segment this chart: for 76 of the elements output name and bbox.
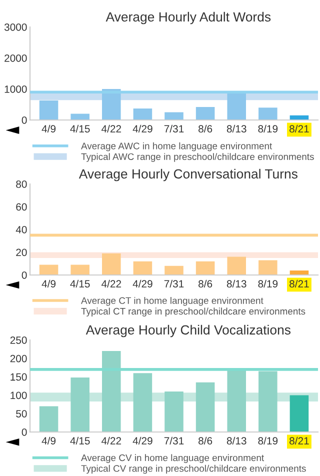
bar xyxy=(133,261,152,275)
y-tick-label: 2000 xyxy=(4,54,27,62)
x-tick-label: 4/9 xyxy=(42,280,56,288)
y-tick-label: 80 xyxy=(16,180,27,188)
legend-label: Typical CT range in preschool/childcare environments xyxy=(81,308,306,316)
legend-label: Average CV in home language environment xyxy=(81,454,264,463)
bar xyxy=(227,92,246,120)
x-tick-label: 4/29 xyxy=(132,124,152,133)
bar xyxy=(258,108,278,120)
bar xyxy=(164,112,184,120)
y-tick-label: 0 xyxy=(22,116,27,124)
x-tick-label: 7/31 xyxy=(164,436,184,445)
bar xyxy=(70,114,90,120)
bar xyxy=(70,378,90,432)
y-tick-label: 20 xyxy=(16,248,27,256)
x-tick-label: 4/15 xyxy=(70,436,90,445)
x-tick-label: 8/21 xyxy=(290,436,309,445)
x-tick-label: 8/21 xyxy=(290,280,309,288)
x-tick-label: 8/19 xyxy=(258,436,278,445)
x-tick-label: 8/13 xyxy=(226,280,246,288)
x-tick-label: 4/22 xyxy=(101,124,122,133)
bar xyxy=(39,264,58,275)
bar xyxy=(227,256,246,275)
x-tick-label: 4/22 xyxy=(101,436,122,445)
bar xyxy=(164,392,184,432)
x-tick-label: 8/13 xyxy=(226,124,246,133)
y-tick-label: 0 xyxy=(22,272,27,279)
x-tick-label: 8/6 xyxy=(198,436,212,445)
legend-label: Typical CV range in preschool/childcare environments xyxy=(81,464,306,474)
x-tick-label: 8/21 xyxy=(290,124,309,133)
x-tick-label: 4/15 xyxy=(70,280,90,288)
x-tick-label: 4/9 xyxy=(42,436,56,445)
x-tick-label: 7/31 xyxy=(164,280,184,288)
y-tick-label: 100 xyxy=(10,392,27,400)
bar xyxy=(290,395,309,432)
x-tick-label: 8/19 xyxy=(258,280,278,288)
bar xyxy=(39,406,58,432)
y-tick-label: 50 xyxy=(16,410,27,418)
legend-label: Average CT in home language environment xyxy=(81,296,264,306)
y-tick-label: 40 xyxy=(16,226,27,234)
y-tick-label: 0 xyxy=(22,428,27,436)
x-tick-label: 8/6 xyxy=(198,280,212,288)
y-tick-label: 1000 xyxy=(4,86,27,93)
y-tick-label: 200 xyxy=(10,354,27,362)
y-tick-label: 3000 xyxy=(4,24,27,31)
bar xyxy=(133,373,152,432)
bar xyxy=(102,253,121,275)
x-tick-label: 4/29 xyxy=(132,280,152,288)
x-tick-label: 4/9 xyxy=(42,124,56,133)
y-tick-label: 150 xyxy=(10,373,27,381)
legend-label: Average AWC in home language environment xyxy=(81,142,272,152)
x-tick-label: 8/6 xyxy=(198,124,212,133)
bar xyxy=(196,382,215,432)
x-tick-label: 8/19 xyxy=(258,124,278,133)
chart-title: Average Hourly Adult Words xyxy=(106,12,271,24)
chart-title: Average Hourly Conversational Turns xyxy=(78,168,298,182)
bar xyxy=(102,351,121,432)
y-tick-label: 60 xyxy=(16,203,27,211)
bar xyxy=(196,106,215,120)
x-tick-label: 4/15 xyxy=(70,124,90,133)
bar xyxy=(133,108,152,120)
x-tick-label: 4/29 xyxy=(132,436,152,445)
bar xyxy=(70,264,90,275)
legend-label: Typical AWC range in preschool/childcare environments xyxy=(81,153,314,162)
bar xyxy=(39,100,58,120)
bar xyxy=(258,371,278,432)
bar xyxy=(258,260,278,275)
y-tick-label: 250 xyxy=(10,336,27,344)
x-tick-label: 8/13 xyxy=(226,436,246,445)
x-tick-label: 7/31 xyxy=(164,124,184,133)
bar xyxy=(102,89,121,120)
x-tick-label: 4/22 xyxy=(101,280,122,288)
bar xyxy=(164,266,184,275)
bar xyxy=(196,261,215,275)
chart-title: Average Hourly Child Vocalizations xyxy=(86,324,290,338)
bar xyxy=(227,369,246,432)
